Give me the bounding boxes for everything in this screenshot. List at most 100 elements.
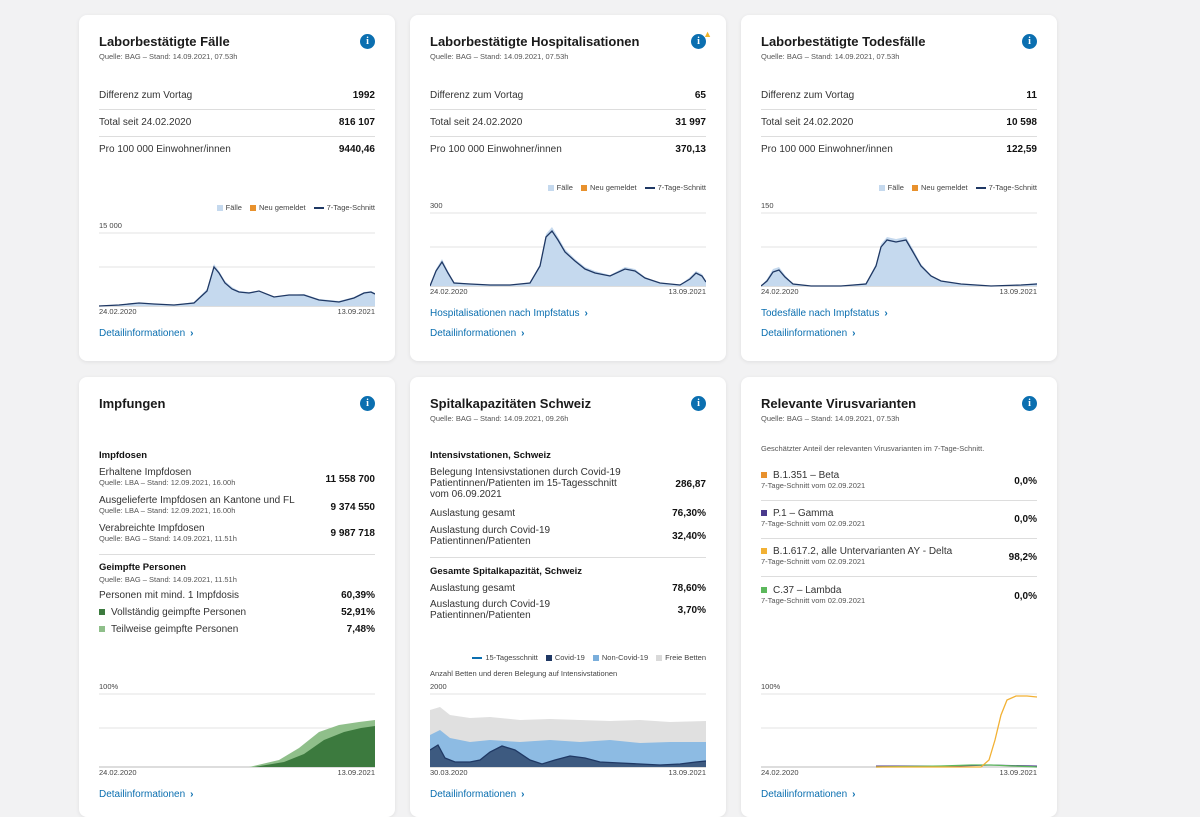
- variants-intro: Geschätzter Anteil der relevanten Virusv…: [761, 444, 985, 453]
- vaccinations-card: Impfungen i Impfdosen Erhaltene Impfdose…: [79, 377, 395, 817]
- chart-legend: 15-Tagesschnitt Covid-19 Non-Covid-19 Freie…: [464, 653, 706, 662]
- detail-link[interactable]: Detailinformationen ›: [99, 789, 194, 800]
- y-axis-max: 300: [430, 201, 443, 210]
- variant-row: B.1.351 – Beta 7-Tage-Schnitt vom 02.09.2…: [761, 470, 1037, 490]
- icu-value: 76,30%: [672, 508, 706, 519]
- variant-row: P.1 – Gamma 7-Tage-Schnitt vom 02.09.2021…: [761, 508, 1037, 528]
- stat-label: Total seit 24.02.2020: [99, 117, 192, 128]
- stat-label: Differenz zum Vortag: [761, 90, 855, 101]
- card-source: Quelle: BAG – Stand: 14.09.2021, 07.53h: [761, 52, 900, 61]
- stat-label: Total seit 24.02.2020: [430, 117, 523, 128]
- x-axis-start: 24.02.2020: [430, 287, 468, 296]
- detail-link[interactable]: Detailinformationen ›: [761, 789, 856, 800]
- deaths-chart: [761, 212, 1037, 287]
- card-title: Spitalkapazitäten Schweiz: [430, 396, 592, 411]
- icu-value: 286,87: [675, 479, 706, 490]
- x-axis-end: 13.09.2021: [337, 307, 375, 316]
- legend-new: Neu gemeldet: [258, 203, 306, 212]
- variant-date: 7-Tage-Schnitt vom 02.09.2021: [761, 557, 866, 566]
- stat-value: 816 107: [338, 117, 375, 128]
- info-icon[interactable]: i: [1022, 34, 1037, 49]
- variant-color-swatch: [761, 548, 767, 555]
- variant-value: 98,2%: [1008, 552, 1037, 563]
- chevron-right-icon: ›: [190, 328, 194, 339]
- chevron-right-icon: ›: [521, 328, 525, 339]
- x-axis-end: 13.09.2021: [668, 768, 706, 777]
- stat-value: 11: [1026, 90, 1037, 101]
- persons-row: Vollständig geimpfte Personen 52,91%: [99, 607, 375, 618]
- persons-row: Teilweise geimpfte Personen 7,48%: [99, 624, 375, 635]
- variant-label: B.1.351 – Beta: [773, 470, 840, 481]
- stat-row: Differenz zum Vortag 1992: [99, 82, 375, 110]
- chevron-right-icon: ›: [884, 308, 888, 319]
- icu-label: Belegung Intensivstationen durch Covid-1…: [430, 467, 621, 500]
- card-source: Quelle: BAG – Stand: 14.09.2021, 07.53h: [99, 52, 238, 61]
- stat-value: 31 997: [675, 117, 706, 128]
- stat-row: Total seit 24.02.2020 816 107: [99, 109, 375, 137]
- total-row: Auslastung gesamt 78,60%: [430, 583, 706, 594]
- total-row: Auslastung durch Covid-19 Patientinnen/P…: [430, 599, 706, 621]
- deaths-card: Laborbestätigte Todesfälle Quelle: BAG –…: [741, 15, 1057, 361]
- y-axis-max: 100%: [761, 682, 781, 691]
- legend-bars: Fälle: [887, 183, 904, 192]
- card-title: Impfungen: [99, 396, 166, 411]
- stat-value: 9440,46: [338, 144, 375, 155]
- variant-value: 0,0%: [1014, 514, 1037, 525]
- info-icon[interactable]: i: [1022, 396, 1037, 411]
- stat-row: Differenz zum Vortag 65: [430, 82, 706, 110]
- detail-link[interactable]: Detailinformationen ›: [430, 789, 525, 800]
- total-label: Auslastung durch Covid-19 Patientinnen/P…: [430, 599, 551, 621]
- vaccination-status-link[interactable]: Hospitalisationen nach Impfstatus ›: [430, 308, 588, 319]
- dose-value: 9 374 550: [330, 502, 376, 513]
- legend-free: Freie Betten: [665, 653, 706, 662]
- divider: [761, 538, 1037, 539]
- cases-chart: [99, 232, 375, 307]
- stat-row: Pro 100 000 Einwohner/innen 370,13: [430, 136, 706, 163]
- chart-caption: Anzahl Betten und deren Belegung auf Int…: [430, 669, 618, 678]
- icu-value: 32,40%: [672, 531, 706, 542]
- persons-label: Personen mit mind. 1 Impfdosis: [99, 590, 240, 601]
- y-axis-max: 2000: [430, 682, 447, 691]
- dose-source: Quelle: BAG – Stand: 14.09.2021, 11.51h: [99, 534, 237, 543]
- icu-row: Belegung Intensivstationen durch Covid-1…: [430, 467, 706, 500]
- divider: [430, 557, 706, 558]
- chevron-right-icon: ›: [852, 328, 856, 339]
- legend-bars: Fälle: [556, 183, 573, 192]
- icu-row: Auslastung durch Covid-19 Patientinnen/P…: [430, 525, 706, 547]
- chevron-right-icon: ›: [584, 308, 588, 319]
- total-label: Auslastung gesamt: [430, 583, 516, 594]
- dose-label: Verabreichte Impfdosen: [99, 523, 205, 534]
- stat-row: Total seit 24.02.2020 31 997: [430, 109, 706, 137]
- detail-link-label: Detailinformationen: [430, 789, 517, 800]
- persons-value: 7,48%: [346, 624, 375, 635]
- persons-value: 60,39%: [341, 590, 375, 601]
- stat-row: Pro 100 000 Einwohner/innen 9440,46: [99, 136, 375, 163]
- detail-link[interactable]: Detailinformationen ›: [761, 328, 856, 339]
- stat-label: Differenz zum Vortag: [430, 90, 524, 101]
- detail-link[interactable]: Detailinformationen ›: [430, 328, 525, 339]
- dose-label: Erhaltene Impfdosen: [99, 467, 192, 478]
- variant-color-swatch: [761, 510, 767, 517]
- dose-source: Quelle: LBA – Stand: 12.09.2021, 16.00h: [99, 506, 236, 515]
- hospital-capacity-card: Spitalkapazitäten Schweiz Quelle: BAG – …: [410, 377, 726, 817]
- info-icon[interactable]: i: [691, 34, 706, 49]
- icu-label: Auslastung gesamt: [430, 508, 516, 519]
- stat-row: Differenz zum Vortag 11: [761, 82, 1037, 110]
- chevron-right-icon: ›: [852, 789, 856, 800]
- info-icon[interactable]: i: [691, 396, 706, 411]
- card-title: Relevante Virusvarianten: [761, 396, 917, 411]
- variant-color-swatch: [761, 587, 767, 594]
- hospitalisations-chart: [430, 212, 706, 287]
- info-icon[interactable]: i: [360, 396, 375, 411]
- variant-color-swatch: [761, 472, 767, 479]
- legend-new: Neu gemeldet: [589, 183, 637, 192]
- dose-row: Ausgelieferte Impfdosen an Kantone und F…: [99, 495, 375, 515]
- info-icon[interactable]: i: [360, 34, 375, 49]
- vaccination-status-link[interactable]: Todesfälle nach Impfstatus ›: [761, 308, 888, 319]
- icu-label: Auslastung durch Covid-19 Patientinnen/P…: [430, 525, 551, 547]
- warning-icon: ▲: [703, 29, 712, 39]
- persons-heading: Geimpfte Personen: [99, 562, 187, 573]
- total-value: 3,70%: [677, 605, 706, 616]
- detail-link[interactable]: Detailinformationen ›: [99, 328, 194, 339]
- persons-source: Quelle: BAG – Stand: 14.09.2021, 11.51h: [99, 575, 237, 584]
